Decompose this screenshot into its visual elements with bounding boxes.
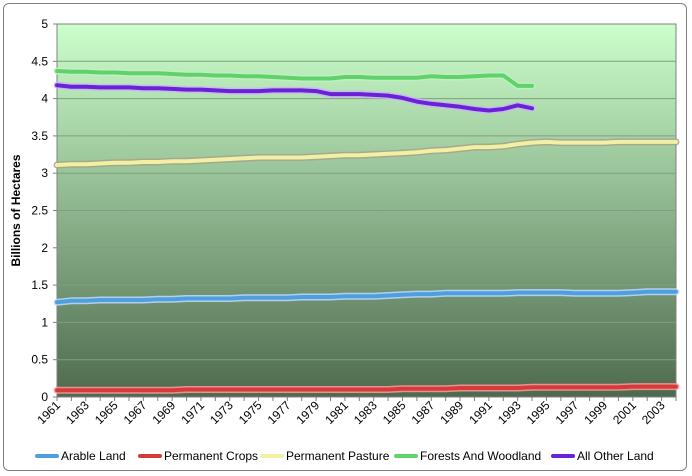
grid-lines — [57, 60, 676, 361]
y-tick-label: 2 — [41, 241, 48, 255]
series-line — [55, 69, 534, 88]
x-tick-label: 1999 — [581, 398, 610, 427]
x-tick-label: 1989 — [437, 398, 466, 427]
x-tick-label: 1995 — [524, 398, 553, 427]
x-tick-label: 1963 — [63, 398, 92, 427]
x-tick-label: 1983 — [351, 398, 380, 427]
x-tick-label: 1981 — [322, 398, 351, 427]
y-tick-label: 1 — [41, 315, 48, 329]
x-tick-label: 1975 — [236, 398, 265, 427]
legend-label: Permanent Crops — [164, 449, 258, 463]
x-tick-label: 1965 — [92, 398, 121, 427]
x-tick-label: 1991 — [466, 398, 495, 427]
y-axis-title: Billions of Hectares — [9, 154, 23, 266]
legend-label: Forests And Woodland — [420, 449, 541, 463]
series-line — [55, 289, 678, 305]
x-tick-label: 1967 — [121, 398, 150, 427]
x-tick-label: 1977 — [265, 398, 294, 427]
y-tick-label: 4.5 — [31, 54, 48, 68]
y-tick-label: 5 — [41, 17, 48, 31]
legend-label: Arable Land — [61, 449, 126, 463]
x-tick-label: 1961 — [34, 398, 63, 427]
x-tick-label: 1993 — [495, 398, 524, 427]
x-tick-label: 1971 — [178, 398, 207, 427]
x-tick-label: 2003 — [639, 398, 668, 427]
legend-label: All Other Land — [577, 449, 654, 463]
legend: Arable Land Permanent Crops Permanent Past… — [35, 449, 654, 463]
y-tick-label: 4 — [41, 92, 48, 106]
y-tick-label: 2.5 — [31, 204, 48, 218]
y-tick-label: 3 — [41, 166, 48, 180]
series-line — [55, 384, 678, 393]
x-tick-label: 1997 — [553, 398, 582, 427]
legend-label: Permanent Pasture — [286, 449, 390, 463]
y-tick-label: 1.5 — [31, 278, 48, 292]
series-line — [55, 139, 678, 167]
y-tick-label: 0.5 — [31, 353, 48, 367]
series-lines — [53, 67, 680, 394]
series-line — [55, 83, 534, 113]
x-tick-label: 1987 — [409, 398, 438, 427]
x-tick-label: 1979 — [293, 398, 322, 427]
x-tick-label: 2001 — [610, 398, 639, 427]
y-tick-label: 0 — [41, 390, 48, 404]
x-tick-label: 1969 — [150, 398, 179, 427]
x-tick-label: 1973 — [207, 398, 236, 427]
y-tick-label: 3.5 — [31, 129, 48, 143]
x-tick-label: 1985 — [380, 398, 409, 427]
